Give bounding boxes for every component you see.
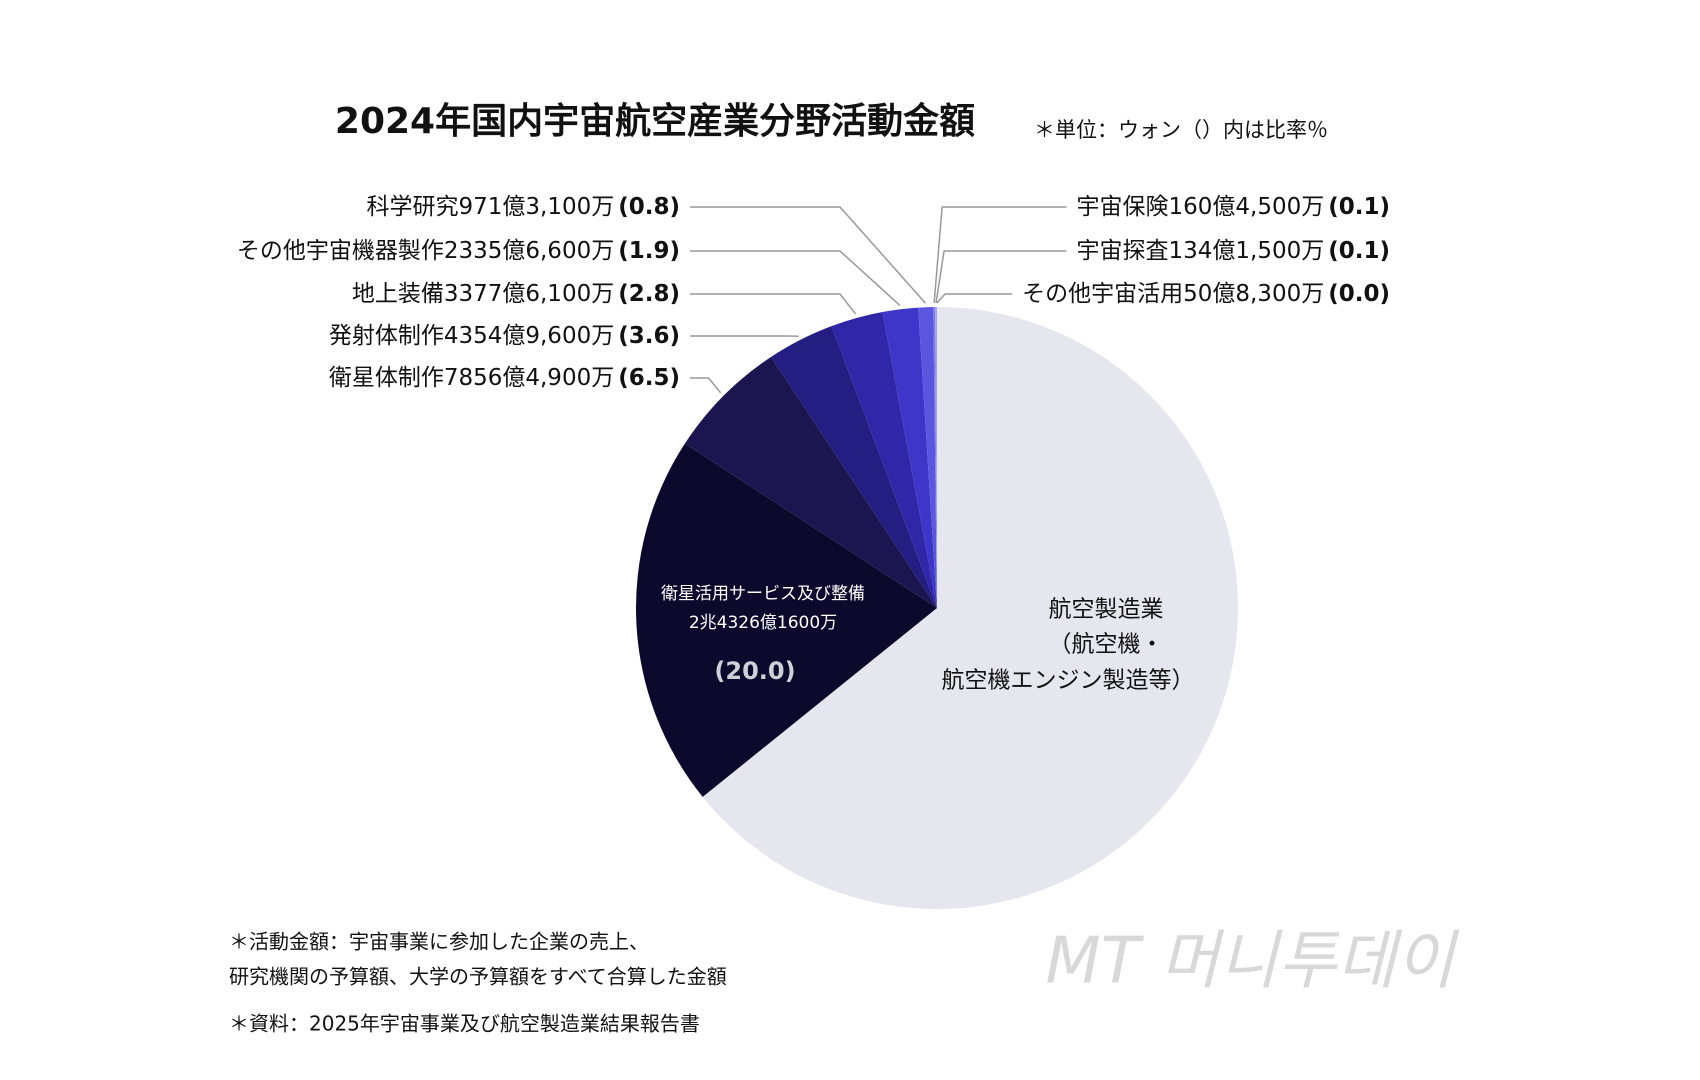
label-name: 宇宙保険160億4,500万 bbox=[1076, 194, 1324, 220]
leader-line bbox=[690, 293, 857, 315]
value-label: (0.1) bbox=[1328, 194, 1390, 220]
pie-slice bbox=[918, 307, 937, 608]
watermark: MT 머니투데이 bbox=[1045, 925, 1459, 999]
pie-slice bbox=[702, 307, 1239, 910]
leader-line bbox=[690, 250, 901, 306]
label-name: 地上装備3377億6,100万 bbox=[352, 281, 614, 307]
chart-subtitle: ＊単位：ウォン（）内は比率％ bbox=[1034, 118, 1328, 142]
value-label: (0.0) bbox=[1328, 281, 1390, 307]
label-name: その他宇宙活用50億8,300万 bbox=[1022, 281, 1324, 307]
label-name: その他宇宙機器製作2335億6,600万 bbox=[237, 238, 614, 264]
value-label: (0.8) bbox=[618, 194, 680, 220]
note: ＊資料：2025年宇宙事業及び航空製造業結果報告書 bbox=[229, 1012, 700, 1036]
slice-label: （航空機・ bbox=[1049, 632, 1164, 658]
pie-slice bbox=[831, 311, 937, 608]
value-label: (3.6) bbox=[618, 323, 680, 349]
slice-label: その他宇宙機器製作2335億6,600万 (1.9) bbox=[237, 238, 680, 264]
pie-slice bbox=[933, 307, 937, 608]
pie-slice bbox=[935, 307, 937, 608]
note: ＊活動金額：宇宙事業に参加した企業の売上、 bbox=[229, 930, 649, 954]
pie-slice bbox=[770, 326, 937, 608]
value-label: (2.8) bbox=[618, 281, 680, 307]
leader-line bbox=[690, 206, 927, 304]
leader-line bbox=[690, 377, 722, 394]
leader-line bbox=[936, 293, 1013, 304]
value-label: (0.1) bbox=[1328, 238, 1390, 264]
value-label: (1.9) bbox=[618, 238, 680, 264]
slice-label: 航空機エンジン製造等） bbox=[942, 668, 1195, 694]
leader-line bbox=[935, 250, 1067, 304]
label-name: 科学研究971億3,100万 bbox=[366, 194, 614, 220]
slice-label: 地上装備3377億6,100万 (2.8) bbox=[352, 281, 680, 307]
label-name: 衛星体制作7856億4,900万 bbox=[329, 365, 614, 391]
slice-label: 衛星体制作7856億4,900万 (6.5) bbox=[329, 365, 680, 391]
slice-label: 衛星活用サービス及び整備 bbox=[661, 584, 865, 604]
slice-label: 航空製造業 bbox=[1049, 597, 1164, 623]
slice-label: 宇宙探査134億1,500万 (0.1) bbox=[1076, 238, 1390, 264]
slice-label: 発射体制作4354億9,600万 (3.6) bbox=[329, 323, 680, 349]
leader-line bbox=[933, 206, 1067, 304]
slice-label: その他宇宙活用50億8,300万 (0.0) bbox=[1022, 281, 1390, 307]
value-label: (6.5) bbox=[618, 365, 680, 391]
chart-title: 2024年国内宇宙航空産業分野活動金額 bbox=[335, 100, 975, 142]
pie-slice bbox=[882, 307, 937, 608]
note: 研究機関の予算額、大学の予算額をすべて合算した金額 bbox=[229, 965, 727, 989]
label-name: 宇宙探査134億1,500万 bbox=[1076, 238, 1324, 264]
pie-slice bbox=[684, 356, 937, 608]
pie-slice bbox=[636, 443, 937, 797]
label-name: 発射体制作4354億9,600万 bbox=[329, 323, 614, 349]
value-label: (20.0) bbox=[714, 657, 795, 685]
slice-label: 2兆4326億1600万 bbox=[689, 613, 837, 633]
slice-label: 宇宙保険160億4,500万 (0.1) bbox=[1076, 194, 1390, 220]
slice-label: 科学研究971億3,100万 (0.8) bbox=[366, 194, 680, 220]
